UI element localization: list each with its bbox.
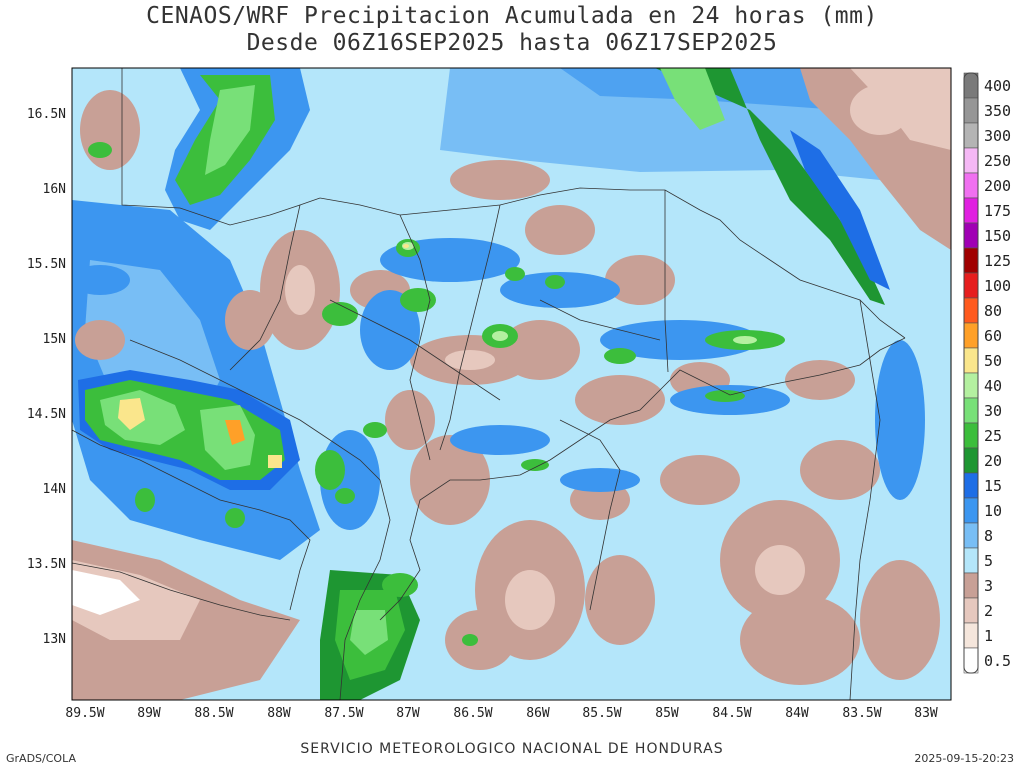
legend-swatch — [963, 97, 979, 124]
legend-swatch — [963, 447, 979, 474]
lon-tick: 84W — [785, 706, 809, 721]
legend-swatch — [963, 647, 979, 674]
lat-tick: 15.5N — [27, 257, 66, 272]
legend-swatch — [963, 297, 979, 324]
legend-label: 20 — [984, 452, 1002, 470]
legend-label: 350 — [984, 102, 1011, 120]
legend-label: 50 — [984, 352, 1002, 370]
lat-tick: 15N — [43, 332, 66, 347]
legend-swatch — [963, 197, 979, 224]
legend-swatch — [963, 247, 979, 274]
legend-swatch — [963, 347, 979, 374]
lat-tick: 16N — [43, 182, 66, 197]
legend-swatch — [963, 397, 979, 424]
legend-label: 175 — [984, 202, 1011, 220]
precipitation-legend: 4003503002502001751501251008060504030252… — [963, 72, 1011, 674]
map-title: CENAOS/WRF Precipitacion Acumulada en 24… — [146, 3, 878, 29]
legend-label: 8 — [984, 527, 993, 545]
lat-tick: 13N — [43, 632, 66, 647]
lat-tick: 14.5N — [27, 407, 66, 422]
lon-axis: 89.5W 89W 88.5W 88W 87.5W 87W 86.5W 86W … — [65, 706, 937, 721]
lon-tick: 88.5W — [194, 706, 233, 721]
legend-swatch — [963, 272, 979, 299]
legend-swatch — [963, 422, 979, 449]
lon-tick: 85W — [655, 706, 679, 721]
legend-swatch — [963, 72, 979, 99]
legend-label: 10 — [984, 502, 1002, 520]
lon-tick: 89W — [137, 706, 161, 721]
legend-outline — [963, 72, 979, 674]
legend-label: 150 — [984, 227, 1011, 245]
legend-label: 40 — [984, 377, 1002, 395]
lon-tick: 88W — [267, 706, 291, 721]
legend-label: 25 — [984, 427, 1002, 445]
legend-label: 60 — [984, 327, 1002, 345]
lon-tick: 86.5W — [453, 706, 492, 721]
legend-swatch — [963, 472, 979, 499]
legend-swatch — [963, 372, 979, 399]
legend-label: 1 — [984, 627, 993, 645]
lon-tick: 83.5W — [842, 706, 881, 721]
lon-tick: 83W — [914, 706, 938, 721]
legend-swatch — [963, 497, 979, 524]
legend-swatch — [963, 622, 979, 649]
legend-swatch — [963, 522, 979, 549]
legend-swatch — [963, 122, 979, 149]
lon-tick: 89.5W — [65, 706, 104, 721]
legend-label: 125 — [984, 252, 1011, 270]
legend-label: 80 — [984, 302, 1002, 320]
legend-label: 250 — [984, 152, 1011, 170]
legend-label: 100 — [984, 277, 1011, 295]
legend-label: 5 — [984, 552, 993, 570]
legend-label: 0.5 — [984, 652, 1011, 670]
legend-label: 400 — [984, 77, 1011, 95]
lat-tick: 14N — [43, 482, 66, 497]
legend-swatch — [963, 322, 979, 349]
legend-label: 15 — [984, 477, 1002, 495]
map-subtitle: Desde 06Z16SEP2025 hasta 06Z17SEP2025 — [246, 30, 778, 56]
map-frame — [71, 67, 952, 701]
lon-tick: 87.5W — [324, 706, 363, 721]
legend-swatch — [963, 597, 979, 624]
legend-swatch — [963, 547, 979, 574]
lon-tick: 87W — [396, 706, 420, 721]
lon-tick: 86W — [526, 706, 550, 721]
legend-label: 200 — [984, 177, 1011, 195]
precipitation-field — [72, 68, 951, 700]
lon-tick: 85.5W — [582, 706, 621, 721]
legend-label: 300 — [984, 127, 1011, 145]
lat-axis: 16.5N 16N 15.5N 15N 14.5N 14N 13.5N 13N — [27, 107, 66, 647]
footer-agency: SERVICIO METEOROLOGICO NACIONAL DE HONDU… — [300, 741, 724, 757]
borders — [72, 68, 906, 700]
legend-swatch — [963, 147, 979, 174]
lat-tick: 13.5N — [27, 557, 66, 572]
legend-label: 30 — [984, 402, 1002, 420]
legend-label: 3 — [984, 577, 993, 595]
footer-credit: GrADS/COLA — [6, 752, 76, 765]
lon-tick: 84.5W — [712, 706, 751, 721]
lat-tick: 16.5N — [27, 107, 66, 122]
legend-label: 2 — [984, 602, 993, 620]
legend-swatch — [963, 222, 979, 249]
footer-timestamp: 2025-09-15-20:23 — [914, 752, 1014, 765]
legend-swatch — [963, 172, 979, 199]
legend-swatch — [963, 572, 979, 599]
